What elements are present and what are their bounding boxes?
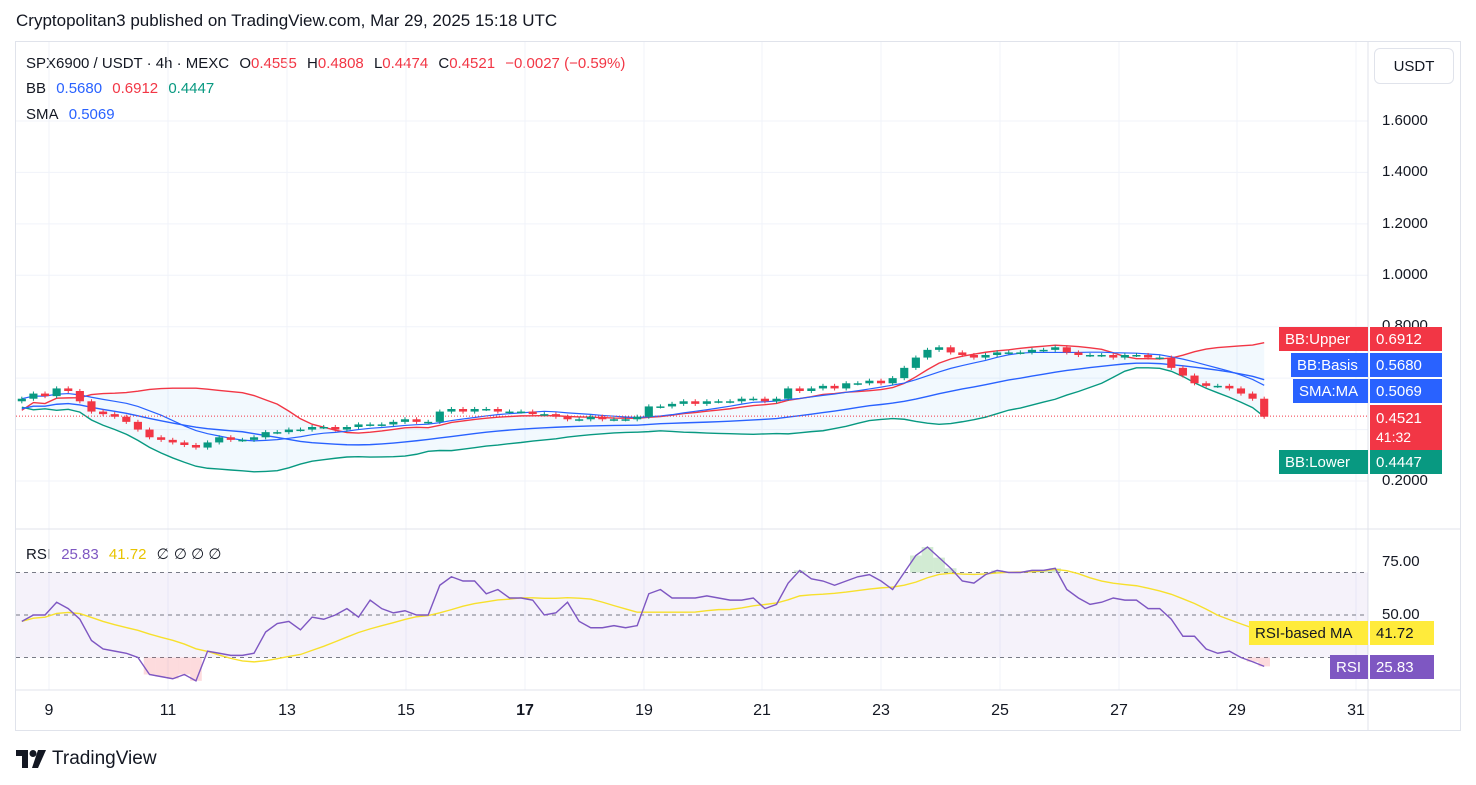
tradingview-logo-icon [16,750,46,768]
x-tick-31: 31 [1347,702,1365,719]
rsi-ma-tag-value: 41.72 [1370,621,1434,645]
bb-lower-value: 0.4447 [168,80,215,97]
rsi-tag-value: 25.83 [1370,655,1434,679]
rsi-tick-1: 75.00 [1382,553,1420,570]
close-value: 0.4521 [449,55,496,72]
x-tick-19: 19 [635,702,653,719]
x-tick-29: 29 [1228,702,1246,719]
chart-frame [15,41,1461,731]
bb-legend[interactable]: BB 0.5680 0.6912 0.4447 [26,80,220,97]
tradingview-logo[interactable]: TradingView [16,748,157,770]
x-tick-17: 17 [516,702,534,719]
bar-countdown: 41:32 [1376,429,1412,445]
open-label: O [239,55,251,72]
rsi-legend[interactable]: RSI 25.83 41.72 ∅ ∅ ∅ ∅ [26,545,227,563]
x-tick-27: 27 [1110,702,1128,719]
price-tick-6: 0.2000 [1382,472,1428,489]
x-tick-11: 11 [159,702,177,719]
sma-label: SMA [26,106,59,123]
currency-unit-button[interactable]: USDT [1374,48,1454,84]
rsi-tick-2: 50.00 [1382,606,1420,623]
high-label: H [307,55,318,72]
x-tick-21: 21 [753,702,771,719]
rsi-label: RSI [26,546,52,563]
sma-value: 0.5069 [68,106,115,123]
rsi-extra-values: ∅ ∅ ∅ ∅ [156,546,222,563]
sma-tag-name: SMA:MA [1293,379,1368,403]
rsi-value: 25.83 [61,546,99,563]
x-tick-13: 13 [278,702,296,719]
price-tick-4: 1.0000 [1382,266,1428,283]
change-value: −0.0027 (−0.59%) [505,55,626,72]
rsi-tag-name: RSI [1330,655,1368,679]
x-tick-25: 25 [991,702,1009,719]
last-price-value: 0.4521 [1376,410,1422,427]
sma-tag-value: 0.5069 [1370,379,1442,403]
x-tick-9: 9 [44,702,54,719]
sma-legend[interactable]: SMA 0.5069 [26,106,121,123]
bb-basis-value: 0.5680 [56,80,103,97]
bb-upper-tag-value: 0.6912 [1370,327,1442,351]
price-tick-2: 1.4000 [1382,163,1428,180]
bb-upper-value: 0.6912 [112,80,159,97]
symbol-legend: SPX6900 / USDT · 4h · MEXC O0.4555 H0.48… [26,55,631,72]
symbol-name[interactable]: SPX6900 / USDT · 4h · MEXC [26,55,230,72]
bb-lower-tag-name: BB:Lower [1279,450,1368,474]
price-tick-3: 1.2000 [1382,215,1428,232]
rsi-ma-tag-name: RSI-based MA [1249,621,1368,645]
high-value: 0.4808 [317,55,364,72]
low-label: L [373,55,383,72]
bb-lower-tag-value: 0.4447 [1370,450,1442,474]
publisher-header: Cryptopolitan3 published on TradingView.… [16,11,558,30]
close-label: C [438,55,450,72]
low-value: 0.4474 [382,55,429,72]
open-value: 0.4555 [250,55,297,72]
bb-basis-tag-value: 0.5680 [1370,353,1442,377]
tradingview-brand: TradingView [52,748,157,769]
bb-basis-tag-name: BB:Basis [1291,353,1368,377]
x-tick-15: 15 [397,702,415,719]
rsi-ma-value: 41.72 [108,546,147,563]
price-tick-1: 1.6000 [1382,112,1428,129]
last-price-tag: 0.4521 41:32 [1370,405,1442,450]
bb-label: BB [26,80,47,97]
bb-upper-tag-name: BB:Upper [1279,327,1368,351]
x-tick-23: 23 [872,702,890,719]
